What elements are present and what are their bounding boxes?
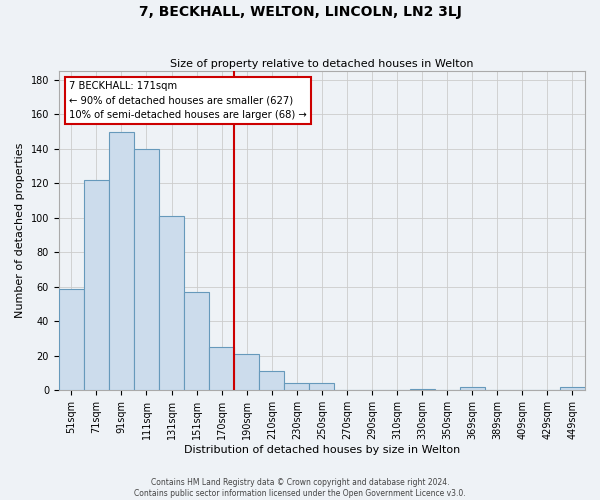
Title: Size of property relative to detached houses in Welton: Size of property relative to detached ho…	[170, 59, 473, 69]
Bar	[259, 372, 284, 390]
Bar	[184, 292, 209, 390]
Bar	[59, 288, 84, 390]
Bar	[284, 384, 310, 390]
Bar	[109, 132, 134, 390]
Bar	[84, 180, 109, 390]
Bar	[134, 149, 159, 390]
Bar	[560, 387, 585, 390]
Bar	[159, 216, 184, 390]
Bar	[310, 384, 334, 390]
Bar	[209, 347, 234, 391]
Bar	[410, 388, 434, 390]
X-axis label: Distribution of detached houses by size in Welton: Distribution of detached houses by size …	[184, 445, 460, 455]
Text: Contains HM Land Registry data © Crown copyright and database right 2024.
Contai: Contains HM Land Registry data © Crown c…	[134, 478, 466, 498]
Bar	[234, 354, 259, 391]
Text: 7, BECKHALL, WELTON, LINCOLN, LN2 3LJ: 7, BECKHALL, WELTON, LINCOLN, LN2 3LJ	[139, 5, 461, 19]
Y-axis label: Number of detached properties: Number of detached properties	[15, 143, 25, 318]
Text: 7 BECKHALL: 171sqm
← 90% of detached houses are smaller (627)
10% of semi-detach: 7 BECKHALL: 171sqm ← 90% of detached hou…	[70, 80, 307, 120]
Bar	[460, 387, 485, 390]
